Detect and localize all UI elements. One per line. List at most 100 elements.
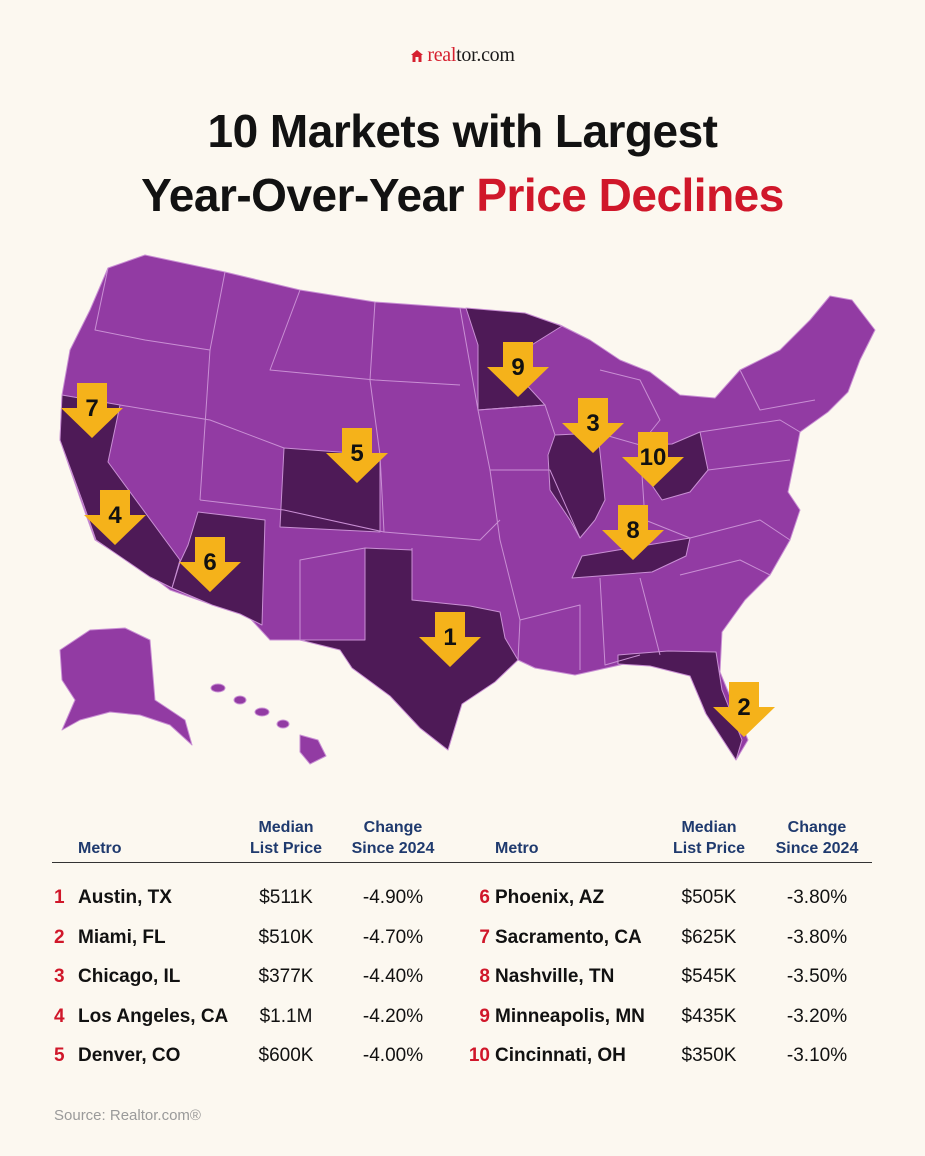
state-florida	[617, 650, 743, 761]
rank-number: 4	[54, 1006, 65, 1027]
rank-number: 1	[54, 887, 65, 908]
rank-number: 7	[479, 927, 490, 948]
marker-9: 9	[487, 342, 549, 397]
header-price-line2: List Price	[672, 840, 746, 857]
marker-label: 2	[737, 694, 750, 721]
marker-label: 9	[511, 354, 524, 381]
header-price-line2: List Price	[249, 840, 323, 857]
change-since-2024: -4.40%	[362, 966, 424, 987]
change-since-2024: -4.70%	[362, 927, 424, 948]
marker-arrow	[84, 490, 146, 545]
marker-arrow	[61, 383, 123, 438]
house-icon	[410, 46, 424, 69]
source-label: Source:	[54, 1107, 106, 1124]
state-alaska	[59, 627, 193, 746]
metro-name: Nashville, TN	[495, 966, 615, 987]
marker-arrow	[326, 428, 388, 483]
title-dark: Year-Over-Year	[141, 169, 465, 221]
metro-name: Denver, CO	[78, 1045, 181, 1066]
marker-label: 10	[640, 444, 667, 471]
metro-name: Austin, TX	[78, 887, 172, 908]
rank-number: 10	[468, 1045, 490, 1066]
source-value: Realtor.com®	[109, 1107, 201, 1124]
rank-number: 2	[54, 927, 65, 948]
metro-name: Los Angeles, CA	[78, 1006, 229, 1027]
rank-number: 8	[479, 966, 490, 987]
header-price-right: Median List Price	[659, 817, 759, 859]
table-divider	[52, 862, 872, 863]
change-since-2024: -4.20%	[362, 1006, 424, 1027]
marker-label: 8	[626, 517, 639, 544]
change-since-2024: -3.50%	[786, 966, 848, 987]
header-change-right: Change Since 2024	[762, 817, 872, 859]
median-list-price: $505K	[681, 887, 737, 908]
marker-arrow	[562, 398, 624, 453]
marker-arrow	[622, 432, 684, 487]
title-line-2: Year-Over-Year Price Declines	[0, 168, 925, 222]
logo-text-rest: tor.com	[456, 44, 515, 66]
median-list-price: $435K	[681, 1006, 737, 1027]
logo-text-real: real	[427, 44, 457, 66]
header-price-line1: Median	[258, 819, 314, 836]
realtor-logo: realtor.com	[0, 44, 925, 69]
us-map: 1 2 3 4 5 6 7 8 9 10	[59, 254, 876, 765]
marker-arrow	[713, 682, 775, 737]
state-texas	[299, 547, 519, 751]
marker-10: 10	[622, 432, 684, 487]
marker-3: 3	[562, 398, 624, 453]
marker-label: 4	[108, 502, 122, 529]
metro-name: Miami, FL	[78, 927, 166, 948]
median-list-price: $600K	[258, 1045, 314, 1066]
metro-name: Phoenix, AZ	[495, 887, 605, 908]
marker-7: 7	[61, 383, 123, 438]
header-change-line1: Change	[363, 819, 423, 836]
median-list-price: $510K	[258, 927, 314, 948]
marker-2: 2	[713, 682, 775, 737]
marker-label: 6	[203, 549, 216, 576]
marker-arrow	[602, 505, 664, 560]
median-list-price: $350K	[681, 1045, 737, 1066]
marker-6: 6	[179, 537, 241, 592]
title-accent: Price Declines	[476, 169, 784, 221]
median-list-price: $545K	[681, 966, 737, 987]
header-change-line2: Since 2024	[351, 840, 435, 857]
marker-5: 5	[326, 428, 388, 483]
header-change-line1: Change	[787, 819, 847, 836]
rank-number: 6	[479, 887, 490, 908]
change-since-2024: -4.90%	[362, 887, 424, 908]
marker-label: 5	[350, 440, 363, 467]
median-list-price: $625K	[681, 927, 737, 948]
marker-4: 4	[84, 490, 146, 545]
title-line-1: 10 Markets with Largest	[207, 105, 718, 157]
change-since-2024: -3.20%	[786, 1006, 848, 1027]
header-metro-left: Metro	[78, 840, 122, 857]
marker-label: 3	[586, 410, 599, 437]
header-change-left: Change Since 2024	[338, 817, 448, 859]
change-since-2024: -3.80%	[786, 927, 848, 948]
change-since-2024: -3.10%	[786, 1045, 848, 1066]
header-price-line1: Median	[681, 819, 737, 836]
marker-8: 8	[602, 505, 664, 560]
median-list-price: $1.1M	[259, 1006, 313, 1027]
header-change-line2: Since 2024	[775, 840, 859, 857]
marker-arrow	[487, 342, 549, 397]
source-note: Source: Realtor.com®	[54, 1107, 201, 1124]
change-since-2024: -3.80%	[786, 887, 848, 908]
rank-number: 3	[54, 966, 65, 987]
marker-arrow	[419, 612, 481, 667]
marker-arrow	[179, 537, 241, 592]
rank-number: 5	[54, 1045, 65, 1066]
change-since-2024: -4.00%	[362, 1045, 424, 1066]
marker-1: 1	[419, 612, 481, 667]
metro-name: Chicago, IL	[78, 966, 181, 987]
metro-name: Minneapolis, MN	[495, 1006, 645, 1027]
marker-label: 7	[85, 395, 98, 422]
metro-name: Cincinnati, OH	[495, 1045, 626, 1066]
state-hawaii	[210, 683, 327, 765]
median-list-price: $511K	[259, 887, 313, 908]
metro-name: Sacramento, CA	[495, 927, 642, 948]
marker-label: 1	[443, 624, 456, 651]
header-metro-right: Metro	[495, 840, 539, 857]
header-price-left: Median List Price	[236, 817, 336, 859]
rank-number: 9	[479, 1006, 490, 1027]
